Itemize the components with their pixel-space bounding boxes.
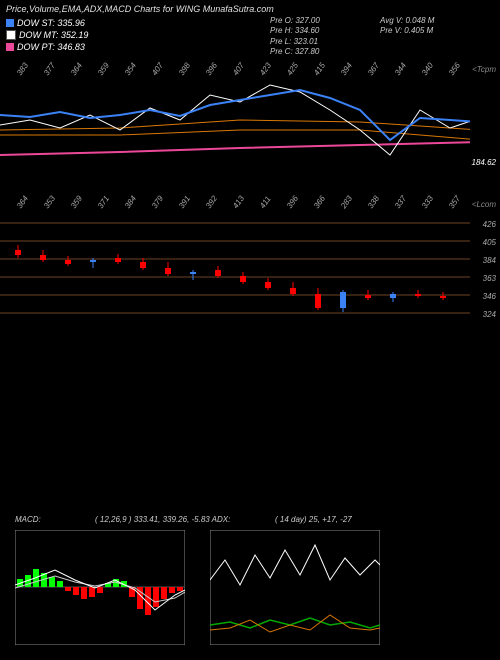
x-tick-mid: 338 [366,194,381,210]
y-tick: 346 [483,292,496,301]
candle-chart [0,215,470,335]
legend-mt-color [6,30,16,40]
info-pre-l: Pre L: 323.01 [270,37,320,47]
legend-mt: DOW MT: 352.19 [6,30,88,40]
legend-pt-label: DOW PT: 346.83 [17,42,85,52]
price-chart [0,75,470,175]
x-tick-mid: 413 [231,194,246,210]
adx-chart [210,530,380,645]
y-tick: 324 [483,310,496,319]
legend-st-label: DOW ST: 335.96 [17,18,85,28]
macd-info: ( 12,26,9 ) 333.41, 339.26, -5.83 ADX: [95,515,230,524]
x-tick-mid: 364 [15,194,30,210]
info-pre-h: Pre H: 334.60 [270,26,320,36]
legend-pt: DOW PT: 346.83 [6,42,85,52]
macd-chart [15,530,185,645]
x-tick-mid: 333 [420,194,435,210]
info-left: Pre O: 327.00 Pre H: 334.60 Pre L: 323.0… [270,16,320,58]
info-pre-c: Pre C: 327.80 [270,47,320,57]
legend-st-color [6,19,14,27]
macd-label: MACD: [15,515,41,524]
y-tick: 405 [483,238,496,247]
x-tick-mid: 396 [285,194,300,210]
chart1-value-label: 184.62 [472,158,496,167]
x-tick-mid: 353 [42,194,57,210]
x-tick-mid: 392 [204,194,219,210]
x-tick-mid: 384 [123,194,138,210]
y-tick: 384 [483,256,496,265]
x-tick-mid: 283 [339,194,354,210]
x-tick-mid: 357 [447,194,462,210]
info-pre-o: Pre O: 327.00 [270,16,320,26]
legend-pt-color [6,43,14,51]
y-tick: 426 [483,220,496,229]
info-pre-v: Pre V: 0.405 M [380,26,434,36]
adx-info: ( 14 day) 25, +17, -27 [275,515,352,524]
chart1-side-label: <Tcpm [472,65,496,74]
x-tick-mid: 366 [312,194,327,210]
x-tick-mid: 337 [393,194,408,210]
legend-mt-label: DOW MT: 352.19 [19,30,88,40]
legend-st: DOW ST: 335.96 [6,18,85,28]
x-tick-mid: 371 [96,194,111,210]
y-tick: 363 [483,274,496,283]
x-tick-mid: 391 [177,194,192,210]
x-tick-mid: 359 [69,194,84,210]
info-right: Avg V: 0.048 M Pre V: 0.405 M [380,16,434,37]
x-tick-mid: 379 [150,194,165,210]
x-tick-mid: 411 [258,195,273,211]
chart2-side-label: <Lcom [472,200,496,209]
page-title: Price,Volume,EMA,ADX,MACD Charts for WIN… [6,4,274,14]
info-avg-v: Avg V: 0.048 M [380,16,434,26]
